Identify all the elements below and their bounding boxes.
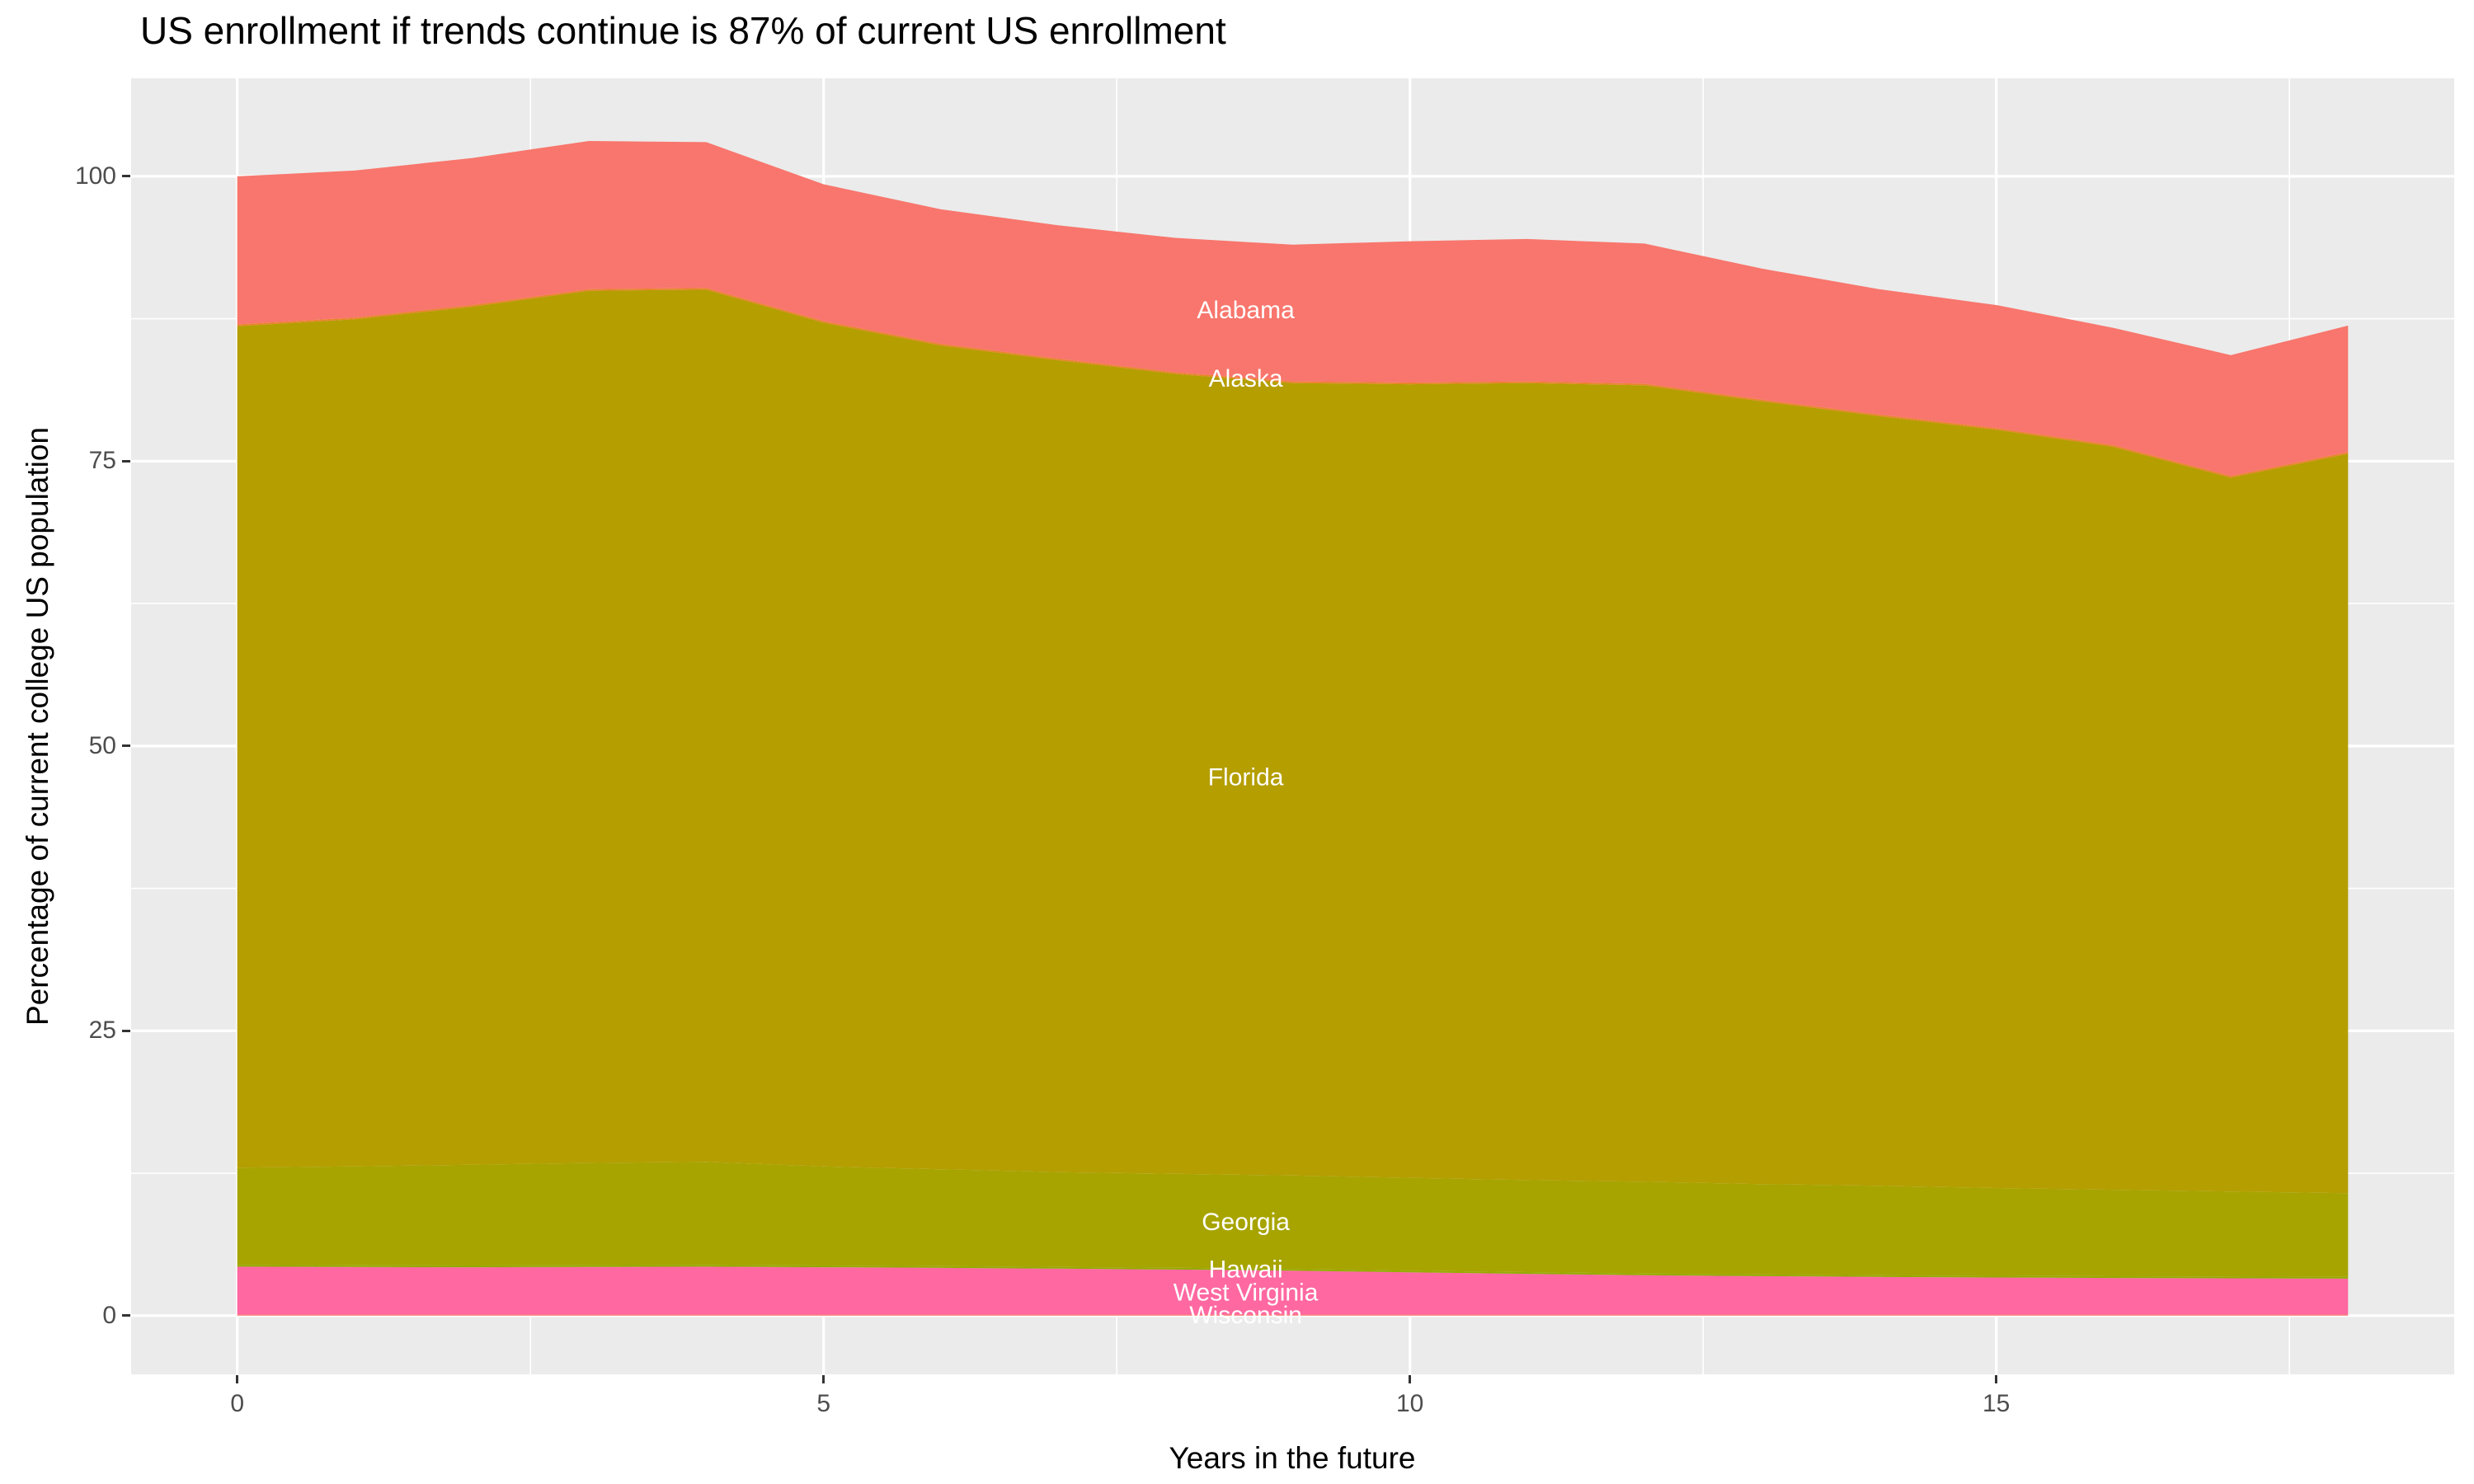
area-west-virginia bbox=[237, 1266, 2349, 1315]
plot-panel: Wisconsin West Virginia Hawaii Georgia Flori… bbox=[131, 78, 2454, 1374]
state-label-georgia: Georgia bbox=[1202, 1209, 1290, 1236]
y-tick-mark bbox=[122, 459, 130, 463]
y-tick-mark bbox=[122, 1314, 130, 1317]
x-tick-mark bbox=[236, 1375, 239, 1383]
state-label-west-virginia: West Virginia bbox=[1174, 1280, 1319, 1307]
area-alabama bbox=[237, 141, 2349, 477]
x-tick-mark bbox=[1409, 1375, 1412, 1383]
x-axis-title: Years in the future bbox=[1169, 1441, 1416, 1475]
y-tick-label: 75 bbox=[88, 447, 116, 475]
y-tick-label: 50 bbox=[88, 731, 116, 759]
x-tick-label: 10 bbox=[1396, 1390, 1424, 1417]
state-label-alabama: Alabama bbox=[1197, 297, 1295, 324]
y-tick-label: 100 bbox=[74, 162, 116, 190]
y-axis-title: Percentage of current college US populat… bbox=[21, 426, 54, 1026]
area-hawaii bbox=[237, 1265, 2349, 1279]
y-tick-label: 0 bbox=[102, 1301, 116, 1329]
area-alaska bbox=[237, 288, 2349, 478]
x-tick-mark bbox=[1995, 1375, 1998, 1383]
area-wisconsin bbox=[237, 1314, 2349, 1316]
x-tick-mark bbox=[822, 1375, 825, 1383]
y-tick-mark bbox=[122, 744, 130, 748]
y-tick-mark bbox=[122, 175, 130, 178]
state-label-florida: Florida bbox=[1208, 764, 1284, 791]
x-tick-label: 15 bbox=[1982, 1390, 2011, 1417]
area-florida bbox=[237, 289, 2349, 1194]
state-label-hawaii: Hawaii bbox=[1209, 1256, 1283, 1284]
y-tick-mark bbox=[122, 1029, 130, 1032]
x-tick-label: 5 bbox=[816, 1390, 831, 1417]
area-georgia bbox=[237, 1162, 2349, 1277]
x-tick-label: 0 bbox=[230, 1390, 245, 1417]
state-label-alaska: Alaska bbox=[1209, 365, 1283, 392]
state-label-wisconsin: Wisconsin bbox=[1189, 1302, 1302, 1329]
plot-title: US enrollment if trends continue is 87% … bbox=[140, 9, 1226, 52]
y-tick-label: 25 bbox=[88, 1017, 116, 1045]
